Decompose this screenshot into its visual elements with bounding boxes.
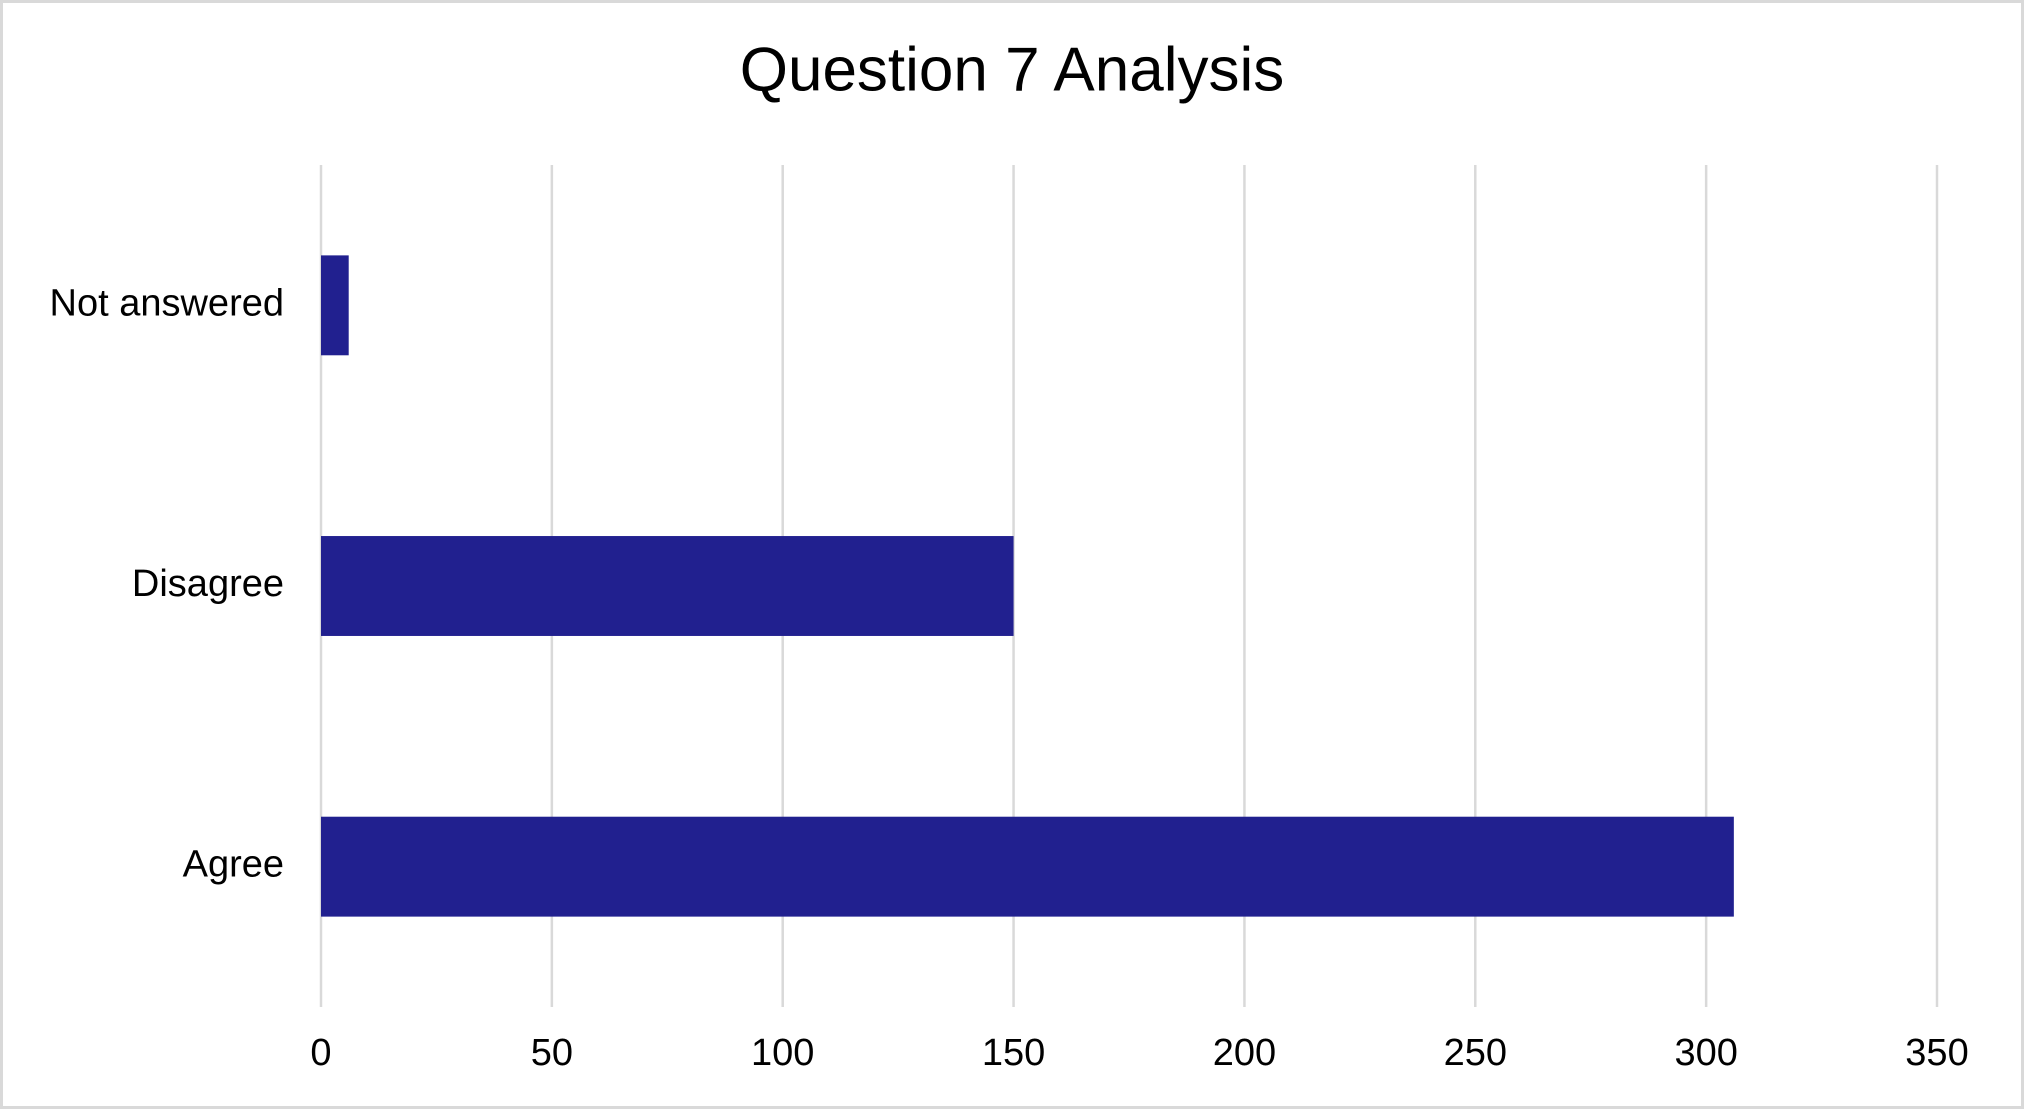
x-tick-label: 150 <box>982 1032 1045 1074</box>
x-tick-label: 250 <box>1444 1032 1507 1074</box>
bar <box>321 816 1734 917</box>
y-tick-label: Not answered <box>50 282 284 324</box>
x-tick-label: 100 <box>751 1032 814 1074</box>
x-tick-label: 350 <box>1905 1032 1968 1074</box>
chart-title: Question 7 Analysis <box>740 35 1285 104</box>
bar <box>321 536 1014 636</box>
x-tick-label: 50 <box>531 1032 573 1074</box>
y-tick-label: Agree <box>183 844 284 886</box>
y-tick-label: Disagree <box>132 563 284 605</box>
x-tick-label: 200 <box>1213 1032 1276 1074</box>
x-tick-label: 300 <box>1674 1032 1737 1074</box>
bar <box>321 255 349 356</box>
x-tick-label: 0 <box>310 1032 331 1074</box>
